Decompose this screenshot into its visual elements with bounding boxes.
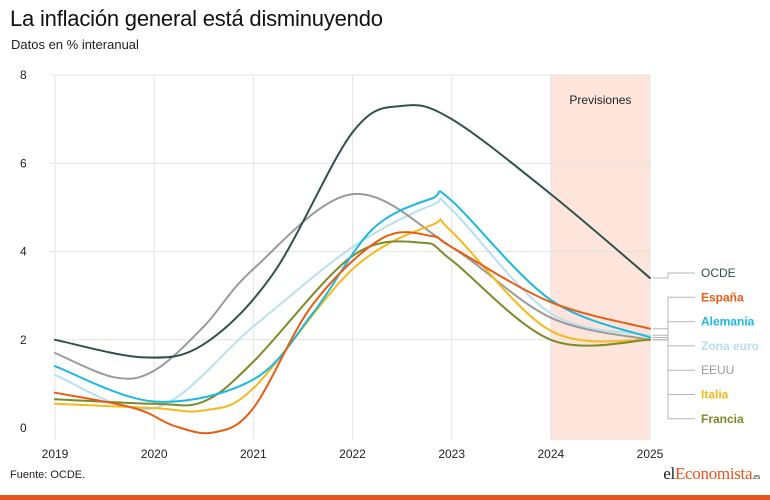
y-axis-ticks: 0 2 4 6 8: [20, 68, 27, 435]
legend-label-españa: España: [701, 290, 744, 304]
x-tick-label: 2025: [637, 447, 664, 461]
x-tick-label: 2021: [240, 447, 267, 461]
legend-label-zona-euro: Zona euro: [701, 339, 759, 353]
forecast-region: Previsiones: [550, 75, 650, 440]
forecast-label: Previsiones: [569, 93, 631, 107]
x-tick-label: 2023: [438, 447, 465, 461]
x-axis-ticks: 2019 2020 2021 2022 2023 2024 2025: [42, 447, 664, 461]
legend-connector: [653, 339, 695, 420]
y-tick-label: 6: [20, 156, 27, 170]
brand-suffix: .es: [752, 472, 760, 481]
y-tick-label: 0: [20, 421, 27, 435]
brand-logo[interactable]: elEconomista.es: [663, 464, 760, 484]
legend-connector: [653, 321, 695, 338]
source-note: Fuente: OCDE.: [10, 469, 86, 481]
legend-connector: [653, 296, 695, 330]
legend-connector: [653, 339, 695, 395]
y-tick-label: 4: [20, 245, 27, 259]
series-line-eeuu: [54, 192, 651, 380]
legend-label-ocde: OCDE: [701, 266, 736, 280]
legend-label-francia: Francia: [701, 412, 744, 426]
series-line-italia: [54, 218, 651, 413]
x-tick-label: 2019: [42, 447, 69, 461]
legend-label-alemania: Alemania: [701, 315, 755, 329]
forecast-band: [550, 75, 650, 440]
bottom-accent-bar: [0, 495, 770, 500]
legend-connector: [653, 334, 695, 347]
x-tick-label: 2022: [339, 447, 366, 461]
series-line-ocde: [54, 103, 651, 359]
y-tick-label: 2: [20, 333, 27, 347]
legend-label-italia: Italia: [701, 388, 729, 402]
x-tick-label: 2024: [537, 447, 564, 461]
series-lines: [54, 103, 651, 435]
series-line-alemania: [54, 190, 651, 403]
legend: OCDE España Alemania Zona euro EEUU Italia Fra…: [653, 266, 759, 426]
legend-connector: [653, 339, 695, 371]
chart-title: La inflación general está disminuyendo: [10, 6, 383, 31]
brand-prefix: el: [663, 464, 675, 483]
brand-accent: Economista: [674, 464, 753, 483]
legend-connector: [653, 272, 695, 279]
x-tick-label: 2020: [141, 447, 168, 461]
series-line-españa: [54, 231, 651, 435]
y-tick-label: 8: [20, 68, 27, 82]
chart-subtitle: Datos en % interanual: [11, 37, 139, 52]
legend-label-eeuu: EEUU: [701, 363, 734, 377]
